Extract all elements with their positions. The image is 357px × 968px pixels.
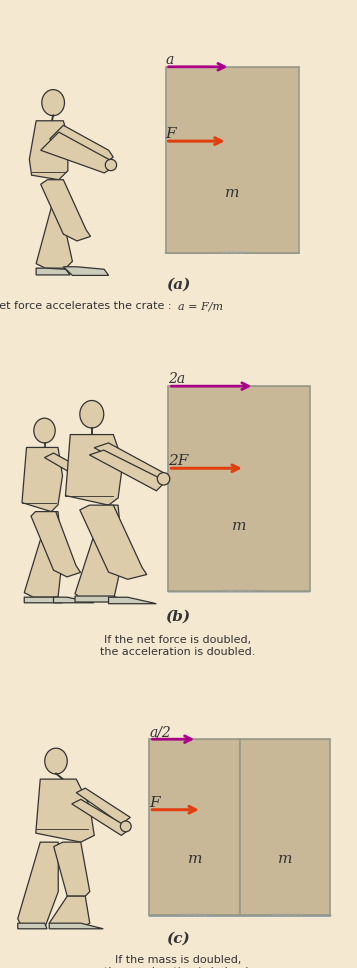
Circle shape — [105, 160, 117, 170]
Text: (a): (a) — [166, 278, 190, 291]
Text: If the net force is doubled,
the acceleration is doubled.: If the net force is doubled, the acceler… — [100, 635, 256, 657]
Polygon shape — [72, 800, 130, 835]
Polygon shape — [41, 180, 91, 241]
Text: m: m — [278, 852, 292, 866]
Text: ↑ THIS SIDE UP ↑: ↑ THIS SIDE UP ↑ — [267, 914, 303, 918]
Polygon shape — [36, 180, 72, 268]
Text: m: m — [225, 186, 240, 200]
Text: (b): (b) — [165, 610, 191, 623]
Polygon shape — [50, 125, 113, 164]
Text: ↑ THIS SIDE UP ↑: ↑ THIS SIDE UP ↑ — [221, 590, 257, 593]
Text: a/2: a/2 — [150, 725, 171, 740]
Bar — [166, 67, 299, 253]
Ellipse shape — [42, 90, 65, 116]
Text: m: m — [187, 852, 202, 866]
Text: m: m — [232, 519, 246, 532]
Polygon shape — [41, 132, 115, 173]
Ellipse shape — [34, 418, 55, 443]
Polygon shape — [24, 597, 62, 603]
Bar — [240, 740, 331, 916]
Polygon shape — [54, 597, 94, 603]
Text: If the mass is doubled,
the acceleration is halved.: If the mass is doubled, the acceleration… — [104, 955, 252, 968]
Text: 2a: 2a — [169, 372, 186, 386]
Text: a: a — [166, 53, 174, 67]
Polygon shape — [75, 596, 128, 602]
Polygon shape — [24, 512, 62, 597]
Polygon shape — [49, 923, 103, 928]
Text: ↑ THIS SIDE UP ↑: ↑ THIS SIDE UP ↑ — [214, 251, 251, 255]
Polygon shape — [45, 453, 107, 489]
Polygon shape — [80, 505, 147, 579]
Polygon shape — [89, 450, 166, 491]
Bar — [169, 386, 310, 591]
Text: (c): (c) — [166, 932, 190, 946]
Circle shape — [120, 821, 131, 832]
Polygon shape — [94, 443, 166, 481]
Text: 2F: 2F — [169, 454, 189, 469]
Text: F: F — [166, 127, 176, 141]
Text: F: F — [150, 796, 160, 809]
Polygon shape — [49, 896, 90, 927]
Polygon shape — [65, 435, 123, 505]
Polygon shape — [76, 788, 130, 824]
Circle shape — [102, 481, 112, 491]
Ellipse shape — [45, 748, 67, 774]
Polygon shape — [18, 923, 47, 928]
Circle shape — [157, 472, 170, 485]
Bar — [150, 740, 240, 916]
Polygon shape — [22, 447, 62, 512]
Text: ↑ THIS SIDE UP ↑: ↑ THIS SIDE UP ↑ — [177, 914, 213, 918]
Text: A net force accelerates the crate :: A net force accelerates the crate : — [0, 301, 178, 311]
Polygon shape — [109, 597, 156, 604]
Polygon shape — [18, 842, 58, 927]
Polygon shape — [36, 268, 70, 275]
Text: a = F/m: a = F/m — [178, 301, 223, 311]
Polygon shape — [63, 267, 109, 275]
Polygon shape — [31, 512, 81, 577]
Polygon shape — [29, 121, 68, 180]
Polygon shape — [36, 779, 94, 842]
Polygon shape — [75, 505, 123, 601]
Polygon shape — [54, 842, 90, 896]
Ellipse shape — [80, 401, 104, 428]
